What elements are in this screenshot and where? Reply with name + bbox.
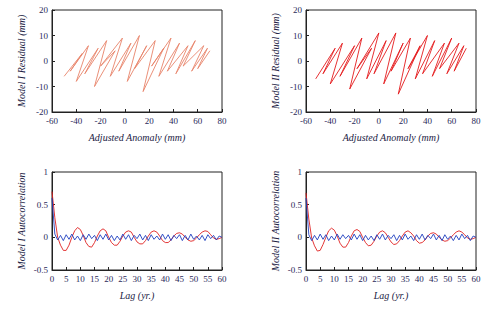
svg-text:15: 15 (344, 274, 354, 284)
svg-text:Lag (yr.): Lag (yr.) (119, 290, 155, 302)
svg-text:60: 60 (447, 116, 457, 126)
svg-text:25: 25 (372, 274, 382, 284)
svg-text:80: 80 (472, 116, 482, 126)
svg-text:80: 80 (218, 116, 228, 126)
svg-text:20: 20 (399, 116, 409, 126)
svg-text:0: 0 (50, 274, 55, 284)
svg-text:40: 40 (423, 116, 433, 126)
svg-text:Lag (yr.): Lag (yr.) (373, 290, 409, 302)
svg-text:-0.5: -0.5 (34, 265, 49, 275)
svg-text:-40: -40 (324, 116, 336, 126)
svg-text:-20: -20 (36, 107, 48, 117)
svg-text:40: 40 (161, 274, 171, 284)
svg-text:10: 10 (76, 274, 86, 284)
svg-text:0: 0 (123, 116, 128, 126)
svg-text:0: 0 (44, 56, 49, 66)
svg-text:-60: -60 (46, 116, 58, 126)
svg-text:0: 0 (298, 56, 303, 66)
svg-text:50: 50 (189, 274, 199, 284)
svg-text:30: 30 (133, 274, 143, 284)
svg-text:20: 20 (293, 5, 303, 15)
svg-text:35: 35 (401, 274, 411, 284)
svg-text:35: 35 (147, 274, 157, 284)
svg-text:-20: -20 (95, 116, 107, 126)
svg-text:Model I Residual (mm): Model I Residual (mm) (16, 14, 28, 108)
svg-text:55: 55 (203, 274, 213, 284)
svg-text:5: 5 (318, 274, 323, 284)
svg-text:60: 60 (218, 274, 228, 284)
svg-text:10: 10 (293, 31, 303, 41)
svg-text:20: 20 (145, 116, 155, 126)
svg-text:15: 15 (90, 274, 100, 284)
svg-text:Model I Autocorrelation: Model I Autocorrelation (16, 172, 27, 270)
svg-text:60: 60 (193, 116, 203, 126)
svg-text:0.5: 0.5 (37, 200, 49, 210)
svg-text:-60: -60 (300, 116, 312, 126)
svg-text:1: 1 (298, 167, 303, 177)
svg-text:-20: -20 (290, 107, 302, 117)
svg-text:20: 20 (104, 274, 114, 284)
svg-text:0: 0 (44, 232, 49, 242)
svg-text:25: 25 (118, 274, 128, 284)
svg-text:55: 55 (457, 274, 467, 284)
svg-text:0: 0 (304, 274, 309, 284)
svg-text:40: 40 (169, 116, 179, 126)
svg-text:0.5: 0.5 (291, 200, 303, 210)
svg-text:-10: -10 (290, 82, 302, 92)
svg-text:5: 5 (64, 274, 69, 284)
svg-text:Adjusted Anomaly (mm): Adjusted Anomaly (mm) (88, 132, 186, 144)
svg-text:-20: -20 (349, 116, 361, 126)
svg-text:45: 45 (429, 274, 439, 284)
svg-text:-0.5: -0.5 (288, 265, 303, 275)
svg-text:Adjusted Anomaly (mm): Adjusted Anomaly (mm) (342, 132, 440, 144)
svg-text:1: 1 (44, 167, 49, 177)
svg-text:0: 0 (377, 116, 382, 126)
svg-text:-40: -40 (70, 116, 82, 126)
svg-text:20: 20 (39, 5, 49, 15)
svg-text:10: 10 (330, 274, 340, 284)
svg-text:0: 0 (298, 232, 303, 242)
svg-text:20: 20 (358, 274, 368, 284)
svg-text:30: 30 (387, 274, 397, 284)
svg-text:-10: -10 (36, 82, 48, 92)
svg-text:50: 50 (443, 274, 453, 284)
svg-text:40: 40 (415, 274, 425, 284)
svg-text:Model II Residual (mm): Model II Residual (mm) (270, 12, 282, 109)
svg-text:45: 45 (175, 274, 185, 284)
svg-text:60: 60 (472, 274, 482, 284)
svg-text:Model II Autocorrelation: Model II Autocorrelation (270, 171, 281, 273)
svg-text:10: 10 (39, 31, 49, 41)
